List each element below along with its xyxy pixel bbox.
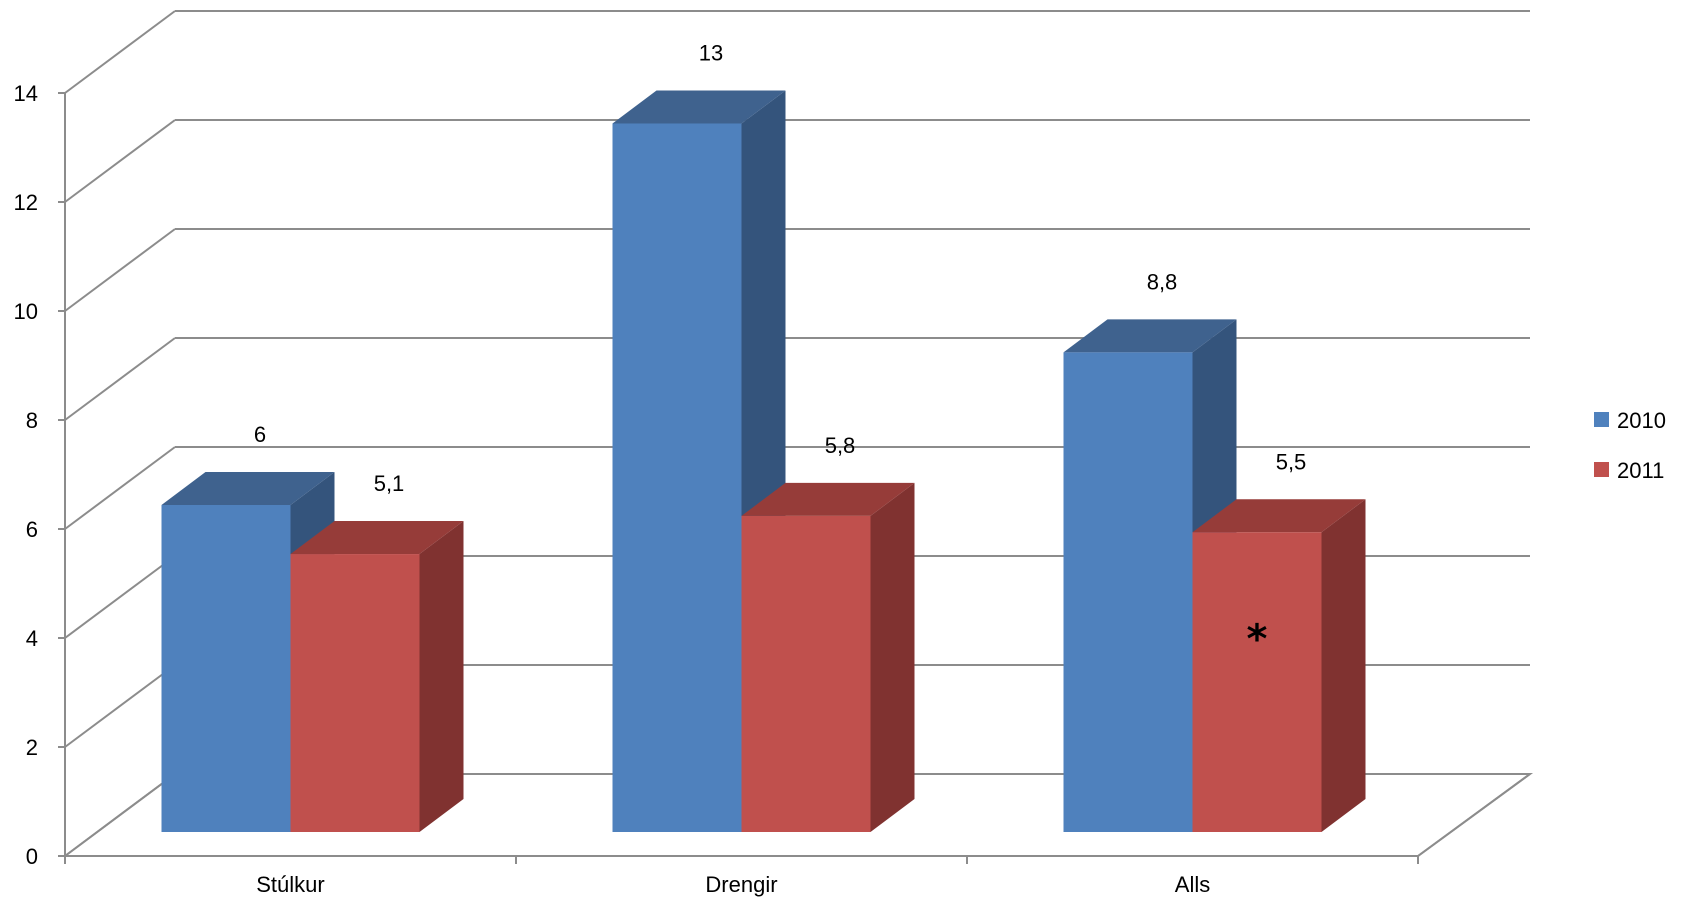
legend-swatch-2010 <box>1594 412 1609 427</box>
side-gridline <box>64 664 176 748</box>
side-gridline <box>64 446 176 530</box>
bar-value-label: 5,1 <box>374 471 405 496</box>
bar-2011 <box>290 554 420 832</box>
bar-side-2011 <box>419 521 464 832</box>
bar-top-2010 <box>1063 319 1237 353</box>
y-tick-label: 0 <box>26 844 38 869</box>
bar-top-2010 <box>161 472 335 505</box>
legend: 2010 2011 <box>1594 408 1666 483</box>
bar-value-label: 6 <box>254 422 266 447</box>
side-gridline <box>64 555 176 639</box>
y-tick-label: 6 <box>26 517 38 542</box>
y-tick-label: 4 <box>26 626 38 651</box>
side-gridline <box>64 119 176 203</box>
legend-label: 2010 <box>1617 408 1666 433</box>
bar-2011 <box>1192 532 1322 832</box>
axes: 0 2 4 6 8 10 12 14 Stúlkur Drengir Alls <box>14 81 1419 897</box>
bar-side-2011 <box>1321 499 1366 832</box>
bar-top-2010 <box>612 90 786 124</box>
bar-value-label: 5,5 <box>1276 449 1307 474</box>
side-gridline <box>64 228 176 312</box>
legend-swatch-2011 <box>1594 462 1609 477</box>
bar-2010 <box>1063 352 1193 832</box>
y-tick-label: 10 <box>14 299 38 324</box>
legend-label: 2011 <box>1617 458 1664 483</box>
annotation-asterisk: * <box>1247 616 1268 662</box>
bars <box>161 90 1366 832</box>
bar-side-2011 <box>870 482 915 832</box>
bar-top-2011 <box>1192 499 1366 533</box>
y-tick-label: 2 <box>26 735 38 760</box>
side-gridline <box>64 10 176 94</box>
bar-2010 <box>161 505 291 832</box>
bar-top-2011 <box>290 521 464 555</box>
bar-2011 <box>741 515 871 832</box>
bar-top-2011 <box>741 482 915 516</box>
side-gridline <box>64 773 176 857</box>
bar-value-label: 5,8 <box>825 433 856 458</box>
y-tick-label: 8 <box>26 408 38 433</box>
x-category-label: Alls <box>1175 872 1210 897</box>
bar-value-label: 13 <box>699 41 723 66</box>
side-gridline <box>64 337 176 421</box>
y-tick-label: 14 <box>14 81 38 106</box>
bar-2010 <box>612 123 742 832</box>
data-labels: 6 5,1 13 5,8 8,8 5,5 * <box>254 41 1306 663</box>
y-tick-label: 12 <box>14 190 38 215</box>
floor-right-edge <box>1417 773 1531 857</box>
x-category-label: Stúlkur <box>256 872 324 897</box>
x-category-label: Drengir <box>705 872 777 897</box>
bar-value-label: 8,8 <box>1147 269 1178 294</box>
